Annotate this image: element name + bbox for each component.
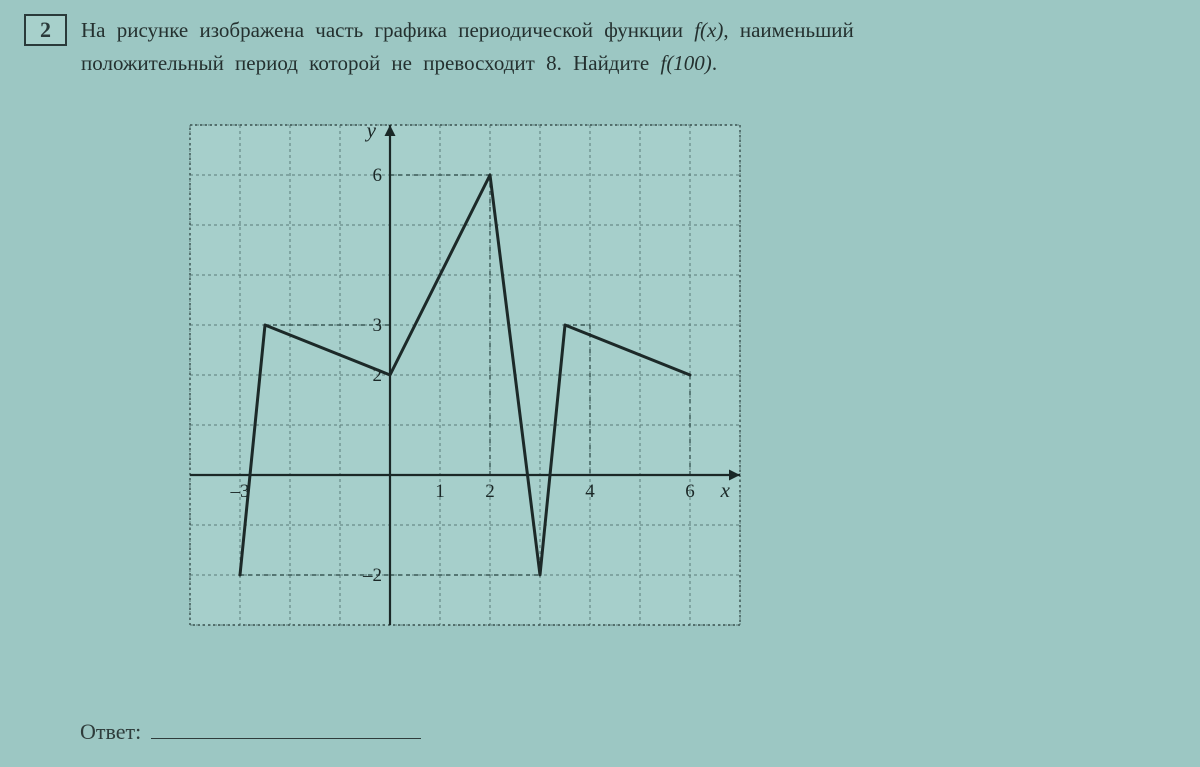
x-tick-label: 2 <box>485 481 495 502</box>
question-header: 2 На рисунке изображена часть графика пе… <box>24 14 1176 79</box>
y-tick-label: –2 <box>362 565 382 586</box>
x-axis-label: x <box>720 478 731 502</box>
x-tick-label: 4 <box>585 481 595 502</box>
q-text-tail1: , наименьший <box>723 18 853 42</box>
chart: xy–31246–2236 <box>170 105 1030 660</box>
x-tick-label: 1 <box>435 481 445 502</box>
x-tick-label: 6 <box>685 481 695 502</box>
q-text-part1: На рисунке изображена часть графика пери… <box>81 18 683 42</box>
answer-label: Ответ: <box>80 719 141 744</box>
q-text-part2: положительный период которой не превосхо… <box>81 51 649 75</box>
y-tick-label: 6 <box>373 165 383 186</box>
question-number-box: 2 <box>24 14 67 46</box>
y-tick-label: 3 <box>373 315 383 336</box>
answer-row: Ответ: <box>80 719 421 745</box>
question-text: На рисунке изображена часть графика пери… <box>81 14 1141 79</box>
q-fx100: f(100) <box>660 51 711 75</box>
q-fx: f(x) <box>694 18 723 42</box>
y-axis-label: y <box>365 118 377 142</box>
answer-blank[interactable] <box>151 738 421 739</box>
chart-svg: xy–31246–2236 <box>170 105 760 645</box>
q-text-end: . <box>712 51 717 75</box>
